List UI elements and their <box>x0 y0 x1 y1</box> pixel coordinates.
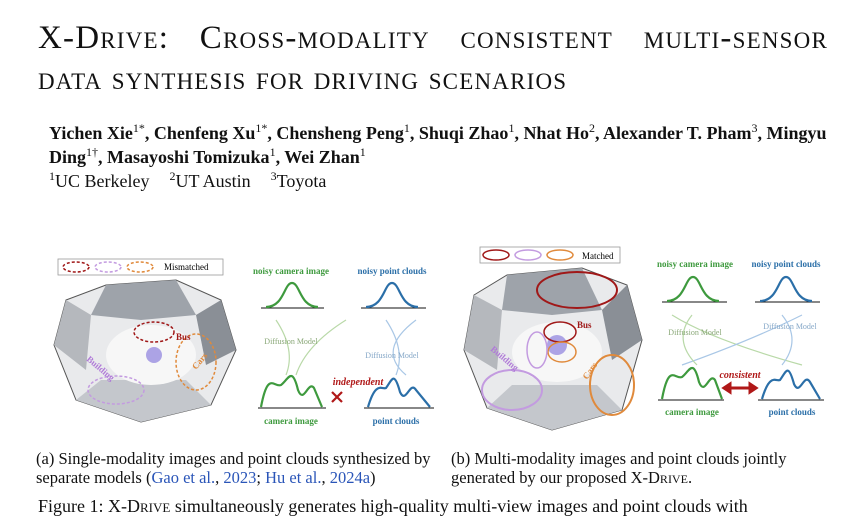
caption-text: X-Drive <box>630 468 688 487</box>
citation-link[interactable]: 2023 <box>223 468 257 487</box>
author-name: Alexander T. Pham <box>602 123 752 143</box>
affiliation-name: UT Austin <box>175 171 251 191</box>
diffusion-model-label: Diffusion Model <box>763 322 817 331</box>
author-mark: 1† <box>86 145 99 159</box>
figure-caption: Figure 1: X-Drive simultaneously generat… <box>38 496 748 517</box>
caption-text: (b) Multi-modality images and point clou… <box>451 449 787 487</box>
author-name: Chenfeng Xu <box>153 123 256 143</box>
diffusion-model-label: Diffusion Model <box>668 328 722 337</box>
affiliation-mark: 3 <box>270 169 277 183</box>
author-name: Masayoshi Tomizuka <box>107 147 270 167</box>
noisy-points-label: noisy point clouds <box>357 266 427 276</box>
caption-text: ) <box>370 468 376 487</box>
affiliation-name: UC Berkeley <box>55 171 150 191</box>
points-label: point clouds <box>373 416 420 426</box>
author-name: Mingyu Ding <box>49 123 827 167</box>
author-name: Chensheng Peng <box>276 123 404 143</box>
diffusion-model-label: Diffusion Model <box>365 351 419 360</box>
author-mark: 1* <box>132 121 145 135</box>
legend-label: Matched <box>582 251 614 261</box>
affiliation: 3Toyota <box>270 169 327 191</box>
caption-text: ; <box>256 468 266 487</box>
relation-label: independent <box>333 377 385 388</box>
paper-title: X-Drive: Cross-modality consistent multi… <box>38 20 828 97</box>
noisy-camera-label: noisy camera image <box>253 266 329 276</box>
affiliation-mark: 2 <box>169 169 176 183</box>
author: Chensheng Peng1 <box>276 121 419 143</box>
caption-text: X-Drive <box>108 496 171 516</box>
figure-a: Mismatched Bus Cars Building noisy camer… <box>53 258 434 426</box>
caption-text: . <box>687 468 693 487</box>
camera-label: camera image <box>665 407 719 417</box>
legend-label: Mismatched <box>164 262 209 272</box>
caption-text: , <box>321 468 330 487</box>
citation-link[interactable]: Gao et al. <box>151 468 216 487</box>
citation-link[interactable]: 2024a <box>329 468 371 487</box>
author-mark: 1 <box>359 145 366 159</box>
diffusion-model-label: Diffusion Model <box>264 337 318 346</box>
author-name: Nhat Ho <box>523 123 589 143</box>
author-mark: 3 <box>751 121 758 135</box>
points-label: point clouds <box>769 407 816 417</box>
figure-panel-a: Mismatched Bus Cars Building noisy camer… <box>46 240 446 445</box>
caption-text: , <box>215 468 224 487</box>
noisy-points-label: noisy point clouds <box>751 259 821 269</box>
figure-panel-b: Matched Bus Cars Building noisy camera i… <box>462 240 842 445</box>
noisy-camera-label: noisy camera image <box>657 259 733 269</box>
author-mark: 1 <box>269 145 276 159</box>
affiliation-mark: 1 <box>49 169 55 183</box>
caption-text: (a) Single-modality images and point clo… <box>36 449 431 487</box>
author: Wei Zhan1 <box>284 145 366 167</box>
affiliation: 1UC Berkeley <box>49 169 150 191</box>
caption-text: simultaneously generates high-quality mu… <box>170 496 748 516</box>
caption-a: (a) Single-modality images and point clo… <box>36 449 446 487</box>
author-list: Yichen Xie1*Chenfeng Xu1*Chensheng Peng1… <box>49 121 829 169</box>
caption-b: (b) Multi-modality images and point clou… <box>451 449 831 487</box>
author-mark: 2 <box>588 121 595 135</box>
author-name: Wei Zhan <box>284 147 360 167</box>
author-name: Shuqi Zhao <box>418 123 509 143</box>
author: Nhat Ho2 <box>523 121 603 143</box>
author: Alexander T. Pham3 <box>602 121 767 143</box>
author: Chenfeng Xu1* <box>153 121 277 143</box>
author: Yichen Xie1* <box>49 121 154 143</box>
camera-label: camera image <box>264 416 318 426</box>
author-mark: 1 <box>403 121 410 135</box>
author-mark: 1* <box>255 121 268 135</box>
caption-text: Figure 1: <box>38 496 108 516</box>
relation-label: consistent <box>719 370 761 381</box>
author: Masayoshi Tomizuka1 <box>107 145 284 167</box>
affiliation-list: 1UC Berkeley 2UT Austin 3Toyota <box>49 169 346 193</box>
bus-label: Bus <box>176 332 191 342</box>
affiliation: 2UT Austin <box>169 169 251 191</box>
figure-b: Matched Bus Cars Building noisy camera i… <box>463 246 824 431</box>
affiliation-name: Toyota <box>276 171 327 191</box>
author-name: Yichen Xie <box>49 123 133 143</box>
author: Shuqi Zhao1 <box>418 121 524 143</box>
author-mark: 1 <box>508 121 515 135</box>
citation-link[interactable]: Hu et al. <box>265 468 322 487</box>
bus-label: Bus <box>577 320 592 330</box>
